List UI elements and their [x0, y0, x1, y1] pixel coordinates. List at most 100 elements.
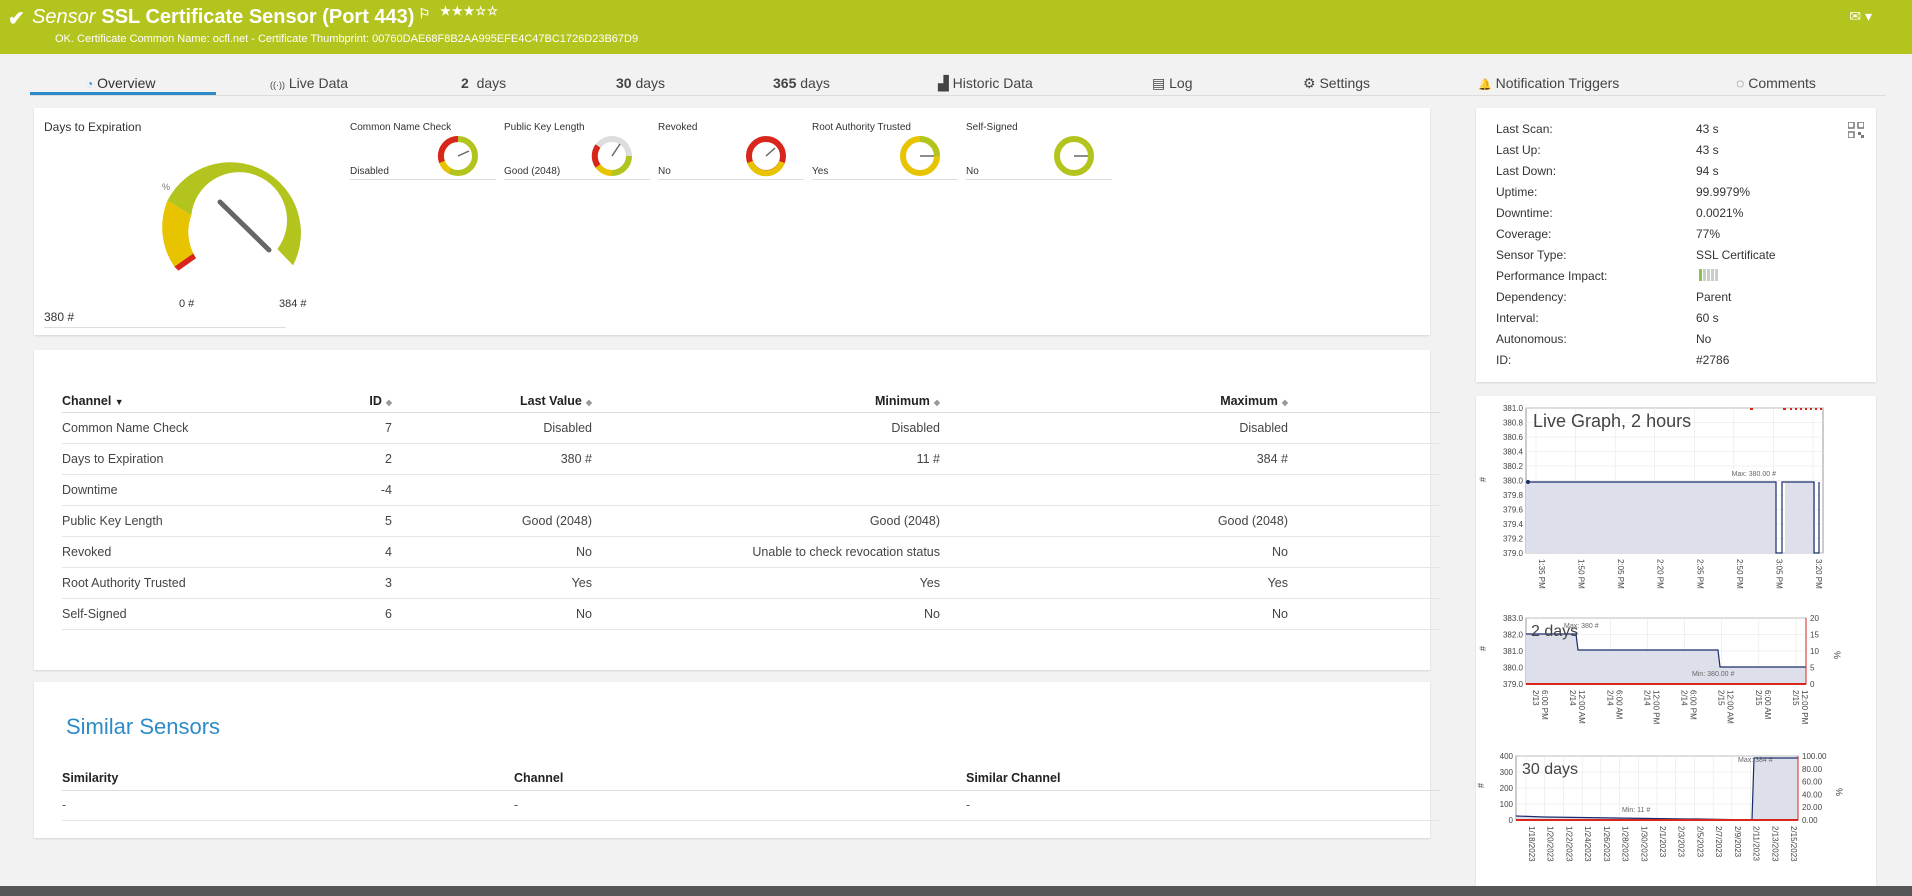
root-authority-gauge-icon — [900, 136, 940, 176]
status-ok-icon: ✔ — [8, 8, 25, 30]
col-id[interactable]: ID ◆ — [352, 390, 392, 413]
x-tick-label: 2/14 — [1642, 690, 1651, 706]
channels-table: Channel ▼ ID ◆ Last Value ◆ Minimum ◆ Maxim… — [62, 390, 1440, 630]
qr-code-icon[interactable] — [1848, 122, 1864, 138]
gauge-min-label: 0 # — [179, 298, 195, 310]
col-last-value[interactable]: Last Value ◆ — [392, 390, 592, 413]
table-row[interactable]: Self-Signed 6 No No No — [62, 598, 1440, 630]
small-gauge-root-authority-trusted[interactable]: Root Authority Trusted Yes — [812, 120, 958, 180]
x-tick-label: 6:00 AM — [1614, 690, 1623, 720]
col-maximum[interactable]: Maximum ◆ — [940, 390, 1288, 413]
y-tick-label: 380.8 — [1503, 419, 1524, 428]
thirty-days-graph-title: 30 days — [1522, 761, 1578, 778]
gear-icon: ⚙ — [1303, 75, 1316, 91]
info-uptime: Uptime: 99.9979% — [1496, 185, 1751, 199]
two-days-graph-line — [1526, 633, 1806, 668]
x-tick-label: 2:20 PM — [1656, 559, 1665, 589]
live-graph[interactable]: Live Graph, 2 hours Max: 380.00 # # 381.… — [1476, 396, 1876, 606]
tab-live-data[interactable]: ((·)) Live Data — [270, 75, 349, 91]
tab-30-days[interactable]: 30 days — [616, 75, 666, 91]
x-tick-label: 2/13 — [1531, 690, 1540, 706]
gauge-green-band — [167, 162, 301, 266]
live-graph-line — [1526, 481, 1820, 554]
y-tick-label: 400 — [1500, 752, 1514, 761]
days-to-expiration-gauge[interactable]: % — [152, 140, 332, 290]
table-row[interactable]: Downtime -4 — [62, 474, 1440, 506]
small-gauge-public-key-length[interactable]: Public Key Length Good (2048) — [504, 120, 650, 180]
tab-historic-data[interactable]: ▟ Historic Data — [938, 75, 1033, 91]
col-sim-channel: Channel — [514, 766, 966, 791]
tab-comments[interactable]: ◌ Comments — [1736, 75, 1816, 91]
thirty-days-graph[interactable]: 30 days Max: 384 # Min: 11 # # % 400 300 2… — [1476, 746, 1876, 886]
tab-settings[interactable]: ⚙ Settings — [1303, 75, 1371, 91]
live-graph-area-2 — [1785, 482, 1815, 553]
y-tick-label: 0 — [1509, 816, 1514, 825]
two-days-y-ticks: 383.0 382.0 381.0 380.0 379.0 — [1503, 614, 1524, 689]
x-tick-label: 2/11/2023 — [1752, 826, 1761, 862]
revoked-gauge-icon — [746, 136, 786, 177]
thirty-days-x-ticks: 1/18/2023 1/20/2023 1/22/2023 1/24/2023 1/26… — [1527, 826, 1798, 862]
flag-icon[interactable]: ⚐ — [418, 6, 431, 21]
table-row[interactable]: Common Name Check 7 Disabled Disabled Disabl… — [62, 412, 1440, 444]
live-graph-area — [1526, 482, 1776, 553]
gauge-red-band — [174, 253, 197, 271]
two-days-graph[interactable]: 2 days Max: 380 # Min: 380.00 # # % 383.… — [1476, 610, 1876, 745]
table-row[interactable]: Revoked 4 No Unable to check revocation sta… — [62, 536, 1440, 568]
y-tick-label: 379.0 — [1503, 549, 1524, 558]
x-tick-label: 2/15 — [1791, 690, 1800, 706]
thirty-days-max-annotation: Max: 384 # — [1738, 757, 1773, 764]
thirty-days-y2-ticks: 100.00 80.00 60.00 40.00 20.00 0.00 — [1802, 752, 1827, 825]
x-tick-label: 3:20 PM — [1814, 559, 1823, 589]
small-gauge-common-name-check[interactable]: Common Name Check Disabled — [350, 120, 496, 180]
y-tick-label: 380.2 — [1503, 462, 1524, 471]
x-tick-label: 1/24/2023 — [1583, 826, 1592, 862]
tab-bar: ◔ Overview ((·)) Live Data 2 days 30 day… — [30, 72, 1886, 96]
x-tick-label: 1/20/2023 — [1546, 826, 1555, 862]
small-gauge-self-signed[interactable]: Self-Signed No — [966, 120, 1112, 180]
info-interval: Interval: 60 s — [1496, 311, 1719, 325]
two-days-y2-unit: % — [1832, 651, 1842, 659]
table-row[interactable]: Root Authority Trusted 3 Yes Yes Yes — [62, 567, 1440, 599]
tab-log[interactable]: ▤ Log — [1152, 75, 1193, 91]
tab-overview[interactable]: ◔ Overview — [86, 75, 156, 91]
y-tick-label: 379.6 — [1503, 506, 1524, 515]
tab-notification-triggers[interactable]: 🔔 Notification Triggers — [1478, 75, 1620, 91]
tab-365-days[interactable]: 365 days — [773, 75, 830, 91]
table-row[interactable]: Days to Expiration 2 380 #11 #384 # — [62, 443, 1440, 475]
two-days-x-ticks: 2/13 6:00 PM 2/14 12:00 AM 2/14 6:00 AM 2/14 12… — [1531, 690, 1809, 725]
overview-icon: ◔ — [86, 77, 94, 91]
y-tick-label: 383.0 — [1503, 614, 1524, 623]
gauge-value: 380 # — [44, 308, 286, 328]
gauge-unit: % — [162, 182, 170, 192]
gauge-max-label: 384 # — [279, 298, 307, 310]
x-tick-label: 12:00 PM — [1651, 690, 1660, 725]
live-graph-y-ticks: 381.0 380.8 380.6 380.4 380.2 380.0 379.8 379.6… — [1503, 404, 1524, 558]
x-tick-label: 2/15 — [1754, 690, 1763, 706]
x-tick-label: 6:00 PM — [1540, 690, 1549, 720]
y-tick-label: 379.4 — [1503, 520, 1524, 529]
col-channel[interactable]: Channel ▼ — [62, 390, 352, 413]
x-tick-label: 2/15 — [1717, 690, 1726, 706]
y2-tick-label: 20 — [1810, 614, 1819, 623]
priority-stars[interactable]: ★★★☆☆ — [440, 4, 499, 18]
x-tick-label: 1/22/2023 — [1564, 826, 1573, 862]
self-signed-gauge-icon — [1054, 136, 1094, 176]
col-similarity: Similarity — [62, 766, 514, 791]
info-performance-impact: Performance Impact: — [1496, 269, 1719, 284]
live-graph-point — [1526, 480, 1530, 484]
x-tick-label: 2/9/2023 — [1733, 826, 1742, 858]
info-autonomous: Autonomous: No — [1496, 332, 1712, 346]
live-graph-y-unit: # — [1478, 477, 1488, 482]
x-tick-label: 2/13/2023 — [1770, 826, 1779, 862]
table-row[interactable]: Public Key Length 5 Good (2048) Good (2048)… — [62, 505, 1440, 537]
y2-tick-label: 100.00 — [1802, 752, 1827, 761]
col-minimum[interactable]: Minimum ◆ — [592, 390, 940, 413]
mail-dropdown-icon[interactable]: ✉ ▾ — [1849, 8, 1872, 24]
page-title: Sensor SSL Certificate Sensor (Port 443) ⚐… — [32, 4, 499, 29]
y2-tick-label: 80.00 — [1802, 765, 1823, 774]
main-gauge-title: Days to Expiration — [44, 120, 142, 134]
small-gauge-revoked[interactable]: Revoked No — [658, 120, 804, 180]
x-tick-label: 1/18/2023 — [1527, 826, 1536, 862]
x-tick-label: 2/14 — [1605, 690, 1614, 706]
tab-2-days[interactable]: 2 days — [461, 75, 507, 91]
